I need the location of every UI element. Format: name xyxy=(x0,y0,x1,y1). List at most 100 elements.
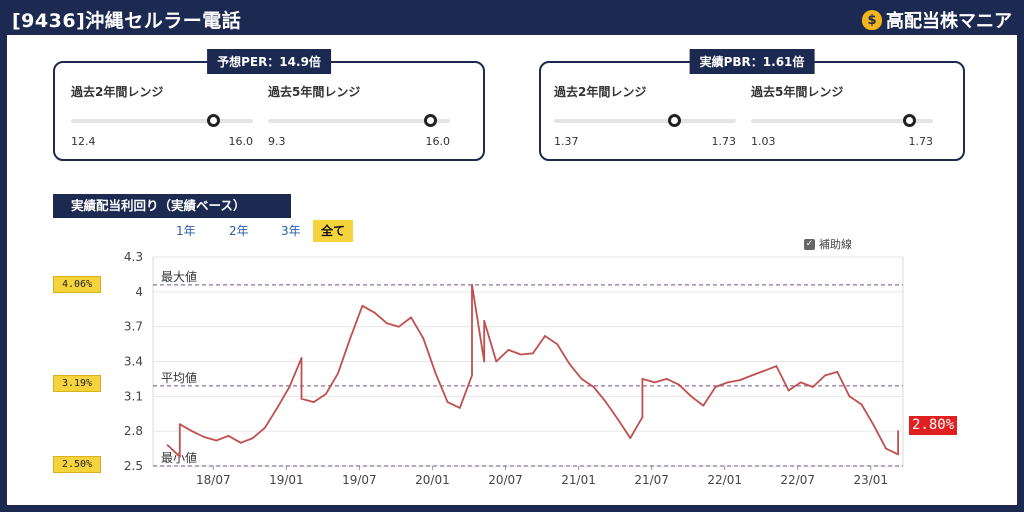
data-point xyxy=(885,447,887,450)
page-title: [9436]沖縄セルラー電話 xyxy=(12,10,242,32)
period-tab-all[interactable]: 全て xyxy=(313,220,354,242)
data-point xyxy=(276,407,279,409)
range-min: 1.03 xyxy=(751,135,776,148)
range-marker xyxy=(903,114,917,127)
brand-logo: $ 高配当株マニア xyxy=(862,7,1012,33)
period-tab-2y[interactable]: 2年 xyxy=(229,224,249,238)
range-marker xyxy=(423,114,437,127)
x-tick-label: 20/01 xyxy=(415,473,450,487)
pbr-range-2y: 過去2年間レンジ 1.37 1.73 xyxy=(554,83,736,148)
x-tick-label: 18/07 xyxy=(196,473,231,487)
data-point xyxy=(422,337,425,340)
data-point xyxy=(580,378,583,380)
money-bag-icon: $ xyxy=(862,10,882,30)
data-point xyxy=(385,322,388,325)
data-point xyxy=(178,423,181,426)
range-min: 9.3 xyxy=(268,135,286,148)
data-point xyxy=(264,426,266,429)
data-point xyxy=(532,352,534,355)
yield-chart: 2.5 2.8 3.1 3.4 3.7 4 4.3 18/07 19/01 19/07 20/01 2… xyxy=(124,250,904,487)
period-tab-3y[interactable]: 3年 xyxy=(281,224,301,238)
data-point xyxy=(860,403,863,406)
data-point xyxy=(373,311,376,314)
pbr-range-5y: 過去5年間レンジ 1.03 1.73 xyxy=(751,83,933,148)
data-point xyxy=(398,325,400,328)
data-point xyxy=(178,455,181,458)
y-tick-label: 3.7 xyxy=(124,320,143,334)
data-point xyxy=(775,365,778,367)
data-point xyxy=(361,304,364,307)
reference-line-label: 平均値 xyxy=(161,370,197,385)
x-tick-label: 20/07 xyxy=(488,473,523,487)
data-point xyxy=(349,337,352,340)
range-label: 過去2年間レンジ xyxy=(71,85,164,99)
range-max: 16.0 xyxy=(425,135,451,148)
y-tick-label: 3.1 xyxy=(124,389,143,403)
data-point xyxy=(641,378,644,380)
x-tick-label: 19/07 xyxy=(342,473,377,487)
range-label: 過去5年間レンジ xyxy=(268,85,361,99)
data-point xyxy=(812,386,814,388)
data-point xyxy=(617,418,619,421)
per-card-title: 予想PER：14.9倍 xyxy=(207,49,331,74)
data-point xyxy=(239,441,242,444)
data-point xyxy=(605,401,607,403)
aux-lines-label: 補助線 xyxy=(819,238,852,251)
data-point xyxy=(739,379,741,381)
range-max: 16.0 xyxy=(228,135,254,148)
data-point xyxy=(726,381,729,384)
period-tab-1y[interactable]: 1年 xyxy=(176,224,196,238)
data-point xyxy=(678,383,680,386)
data-point xyxy=(592,386,595,388)
avg-yield-badge: 3.19% xyxy=(53,375,101,392)
range-marker xyxy=(206,114,220,127)
checkbox-checked-icon: ✓ xyxy=(804,238,815,250)
range-max: 1.73 xyxy=(908,135,934,148)
x-tick-label: 23/01 xyxy=(853,473,888,487)
range-label: 過去5年間レンジ xyxy=(751,85,844,99)
data-point xyxy=(763,369,766,372)
reference-line-label: 最小値 xyxy=(161,450,197,465)
range-marker xyxy=(668,114,682,127)
data-point xyxy=(799,381,802,384)
x-tick-label: 22/07 xyxy=(780,473,815,487)
data-point xyxy=(897,430,899,433)
y-tick-label: 3.4 xyxy=(124,355,143,369)
data-point xyxy=(410,316,412,319)
data-point xyxy=(471,374,473,377)
per-range-5y: 過去5年間レンジ 9.3 16.0 xyxy=(268,83,450,148)
data-point xyxy=(751,374,753,377)
range-min: 12.4 xyxy=(71,135,96,148)
y-tick-label: 4 xyxy=(135,285,143,299)
data-point xyxy=(434,372,437,374)
pbr-card: 実績PBR：1.61倍 過去2年間レンジ 1.37 1.73 過去5年間レンジ … xyxy=(539,49,965,161)
data-point xyxy=(872,424,875,427)
range-track xyxy=(71,114,253,127)
data-point xyxy=(483,320,486,322)
per-range-2y: 過去2年間レンジ 12.4 16.0 xyxy=(71,83,253,148)
aux-lines-toggle[interactable]: ✓ 補助線 xyxy=(804,236,852,252)
data-point xyxy=(544,335,546,337)
y-tick-label: 4.3 xyxy=(124,250,143,264)
range-label: 過去2年間レンジ xyxy=(554,85,647,99)
max-yield-badge: 4.06% xyxy=(53,276,101,293)
current-yield-badge: 2.80% xyxy=(909,416,958,436)
min-yield-badge: 2.50% xyxy=(53,456,101,473)
data-point xyxy=(556,343,559,345)
data-point xyxy=(568,362,571,365)
data-point xyxy=(897,453,899,456)
data-point xyxy=(641,416,644,419)
range-track xyxy=(268,114,450,127)
data-point xyxy=(227,434,230,437)
x-tick-label: 21/07 xyxy=(634,473,669,487)
data-point xyxy=(446,401,449,403)
data-point xyxy=(300,397,303,400)
range-min: 1.37 xyxy=(554,135,579,148)
range-track xyxy=(554,114,736,127)
data-point xyxy=(690,395,692,398)
data-point xyxy=(495,360,498,363)
data-point xyxy=(483,360,486,363)
data-point xyxy=(702,404,705,407)
data-point xyxy=(653,381,656,384)
